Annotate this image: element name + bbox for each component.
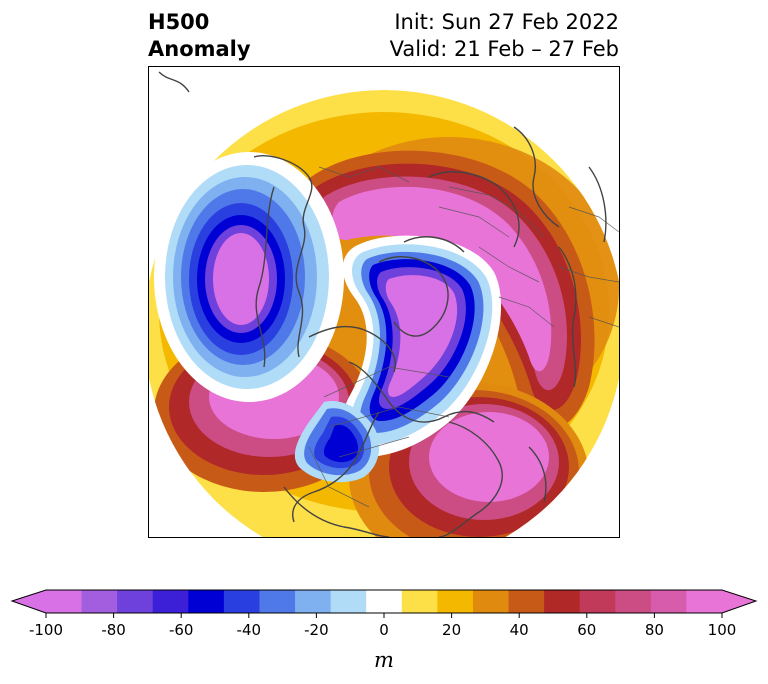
colorbar-segment <box>544 590 581 613</box>
init-time: Init: Sun 27 Feb 2022 <box>394 10 619 34</box>
colorbar-tick-label: 40 <box>510 621 529 639</box>
coastlines <box>158 71 607 537</box>
colorbar-segment <box>117 590 154 613</box>
colorbar-segment <box>366 590 403 613</box>
colorbar-tick-label: 100 <box>708 621 737 639</box>
colorbar-unit-label: m <box>374 648 394 672</box>
colorbar-segment <box>472 590 510 613</box>
colorbar-segment <box>650 590 688 613</box>
colorbar-tick-label: 20 <box>442 621 461 639</box>
colorbar-segment <box>152 590 189 613</box>
colorbar-max-extension <box>722 590 756 613</box>
colorbar-tick-label: -60 <box>169 621 194 639</box>
colorbar-segment <box>508 590 545 613</box>
map-panel <box>148 66 620 538</box>
colorbar-tick-label: 0 <box>379 621 389 639</box>
colorbar-segment <box>330 590 367 613</box>
colorbar-segment <box>259 590 296 613</box>
colorbar-segment <box>46 590 83 613</box>
colorbar-min-extension <box>12 590 46 613</box>
title-left: H500 Anomaly <box>148 9 251 63</box>
colorbar-segment <box>686 590 723 613</box>
colorbar-segment <box>615 590 652 613</box>
colorbar-tick-label: -80 <box>101 621 126 639</box>
valid-period: Valid: 21 Feb – 27 Feb <box>389 37 619 61</box>
colorbar-segment <box>437 590 474 613</box>
colorbar-segment <box>223 590 261 613</box>
colorbar-tick-label: -40 <box>237 621 262 639</box>
colorbar-tick-label: 60 <box>577 621 596 639</box>
borders <box>308 166 619 508</box>
colorbar-segment <box>295 590 332 613</box>
colorbar-tick-label: 80 <box>645 621 664 639</box>
colorbar-segment <box>401 590 438 613</box>
colorbar-tick-label: -20 <box>304 621 329 639</box>
colorbar-segment <box>188 590 225 613</box>
colorbar: -100 -80 -60 -40 -20 0 20 40 60 80 100 m <box>10 589 758 672</box>
title-right: Init: Sun 27 Feb 2022 Valid: 21 Feb – 27… <box>390 9 619 63</box>
colorbar-segment <box>81 590 118 613</box>
title-variable: H500 <box>148 10 210 34</box>
anomaly-map <box>149 71 619 537</box>
colorbar-tick-label: -100 <box>29 621 63 639</box>
title-field: Anomaly <box>148 37 251 61</box>
colorbar-segment <box>579 590 616 613</box>
